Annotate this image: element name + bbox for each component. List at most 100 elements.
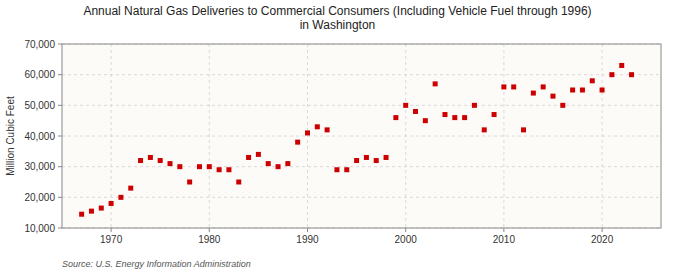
title-line: in Washington <box>300 18 376 32</box>
tick-x <box>602 228 603 232</box>
point <box>442 112 447 117</box>
tick-label-y: 60,000 <box>24 69 55 80</box>
point <box>550 94 555 99</box>
point <box>590 78 595 83</box>
point <box>609 72 614 77</box>
point <box>511 84 516 89</box>
plot-frame <box>62 44 661 228</box>
tick-label-x: 2010 <box>493 234 516 245</box>
point <box>570 88 575 93</box>
tick-y <box>58 74 62 75</box>
point <box>374 158 379 163</box>
tick-y <box>58 197 62 198</box>
axes: 10,000 20,000 30,000 40,000 50,000 60,000 70,0… <box>24 39 661 246</box>
point <box>295 140 300 145</box>
tick-y <box>58 166 62 167</box>
title: Annual Natural Gas Deliveries to Commerc… <box>83 4 591 32</box>
grid-line-y <box>62 136 661 137</box>
point <box>305 130 310 135</box>
tick-label-y: 40,000 <box>24 131 55 142</box>
tick-label-x: 2000 <box>395 234 418 245</box>
grid-line-y <box>62 166 661 167</box>
point <box>334 167 339 172</box>
point <box>531 91 536 96</box>
tick-label-y: 70,000 <box>24 39 55 50</box>
point <box>462 115 467 120</box>
tick-x <box>307 228 308 232</box>
tick-y <box>58 136 62 137</box>
point <box>138 158 143 163</box>
tick-label-x: 1980 <box>198 234 221 245</box>
point <box>276 164 281 169</box>
tick-label-y: 20,000 <box>24 192 55 203</box>
grid-line-x <box>503 44 504 228</box>
point <box>541 84 546 89</box>
point <box>217 167 222 172</box>
point <box>413 109 418 114</box>
point <box>256 152 261 157</box>
chart: Annual Natural Gas Deliveries to Commerc… <box>0 0 675 275</box>
point <box>344 167 349 172</box>
grid-line-y <box>62 74 661 75</box>
point <box>423 118 428 123</box>
point <box>226 167 231 172</box>
point <box>207 164 212 169</box>
point <box>325 127 330 132</box>
grid-line-x <box>405 44 406 228</box>
point <box>236 180 241 185</box>
tick-y <box>58 44 62 45</box>
point <box>197 164 202 169</box>
tick-x <box>209 228 210 232</box>
point <box>246 155 251 160</box>
point <box>364 155 369 160</box>
point <box>89 209 94 214</box>
point <box>452 115 457 120</box>
point <box>99 206 104 211</box>
y-axis-label: Million Cubic Feet <box>5 96 16 176</box>
tick-label-y: 10,000 <box>24 223 55 234</box>
point <box>580 88 585 93</box>
point <box>619 63 624 68</box>
point <box>79 212 84 217</box>
point <box>521 127 526 132</box>
tick-label-y: 30,000 <box>24 161 55 172</box>
point <box>492 112 497 117</box>
grid-line-x <box>209 44 210 228</box>
point <box>482 127 487 132</box>
tick-x <box>503 228 504 232</box>
grid-line-x <box>111 44 112 228</box>
grid-line-y <box>62 197 661 198</box>
tick-label-x: 2020 <box>591 234 614 245</box>
grid <box>62 44 661 228</box>
title-line: Annual Natural Gas Deliveries to Commerc… <box>83 4 591 18</box>
point <box>118 195 123 200</box>
point <box>629 72 634 77</box>
point <box>187 180 192 185</box>
tick-label-y: 50,000 <box>24 100 55 111</box>
tick-label-x: 1970 <box>100 234 123 245</box>
point <box>384 155 389 160</box>
point <box>501 84 506 89</box>
plot-area <box>62 44 661 228</box>
tick-x <box>111 228 112 232</box>
point <box>354 158 359 163</box>
point <box>285 161 290 166</box>
point <box>600 88 605 93</box>
point <box>148 155 153 160</box>
points <box>79 63 634 217</box>
grid-line-y <box>62 105 661 106</box>
tick-y <box>58 228 62 229</box>
point <box>472 103 477 108</box>
grid-line-x <box>602 44 603 228</box>
point <box>168 161 173 166</box>
point <box>433 81 438 86</box>
point <box>158 158 163 163</box>
point <box>560 103 565 108</box>
point <box>393 115 398 120</box>
grid-line-x <box>307 44 308 228</box>
point <box>315 124 320 129</box>
point <box>177 164 182 169</box>
tick-y <box>58 105 62 106</box>
point <box>109 201 114 206</box>
point <box>403 103 408 108</box>
